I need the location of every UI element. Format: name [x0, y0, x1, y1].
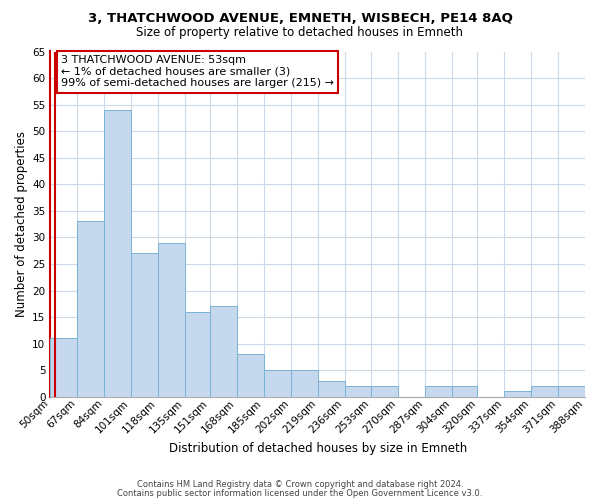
Bar	[531, 386, 558, 397]
Bar	[425, 386, 452, 397]
Text: Contains public sector information licensed under the Open Government Licence v3: Contains public sector information licen…	[118, 488, 482, 498]
Bar	[131, 254, 158, 397]
Bar	[50, 338, 77, 397]
Text: 3 THATCHWOOD AVENUE: 53sqm
← 1% of detached houses are smaller (3)
99% of semi-d: 3 THATCHWOOD AVENUE: 53sqm ← 1% of detac…	[61, 55, 334, 88]
Bar	[104, 110, 131, 397]
Y-axis label: Number of detached properties: Number of detached properties	[15, 131, 28, 317]
Bar	[237, 354, 264, 397]
Bar	[264, 370, 291, 397]
Bar	[344, 386, 371, 397]
Bar	[505, 392, 531, 397]
Bar	[158, 242, 185, 397]
Bar	[210, 306, 237, 397]
X-axis label: Distribution of detached houses by size in Emneth: Distribution of detached houses by size …	[169, 442, 467, 455]
Bar	[558, 386, 585, 397]
Bar	[371, 386, 398, 397]
Bar	[452, 386, 478, 397]
Bar	[317, 381, 344, 397]
Text: 3, THATCHWOOD AVENUE, EMNETH, WISBECH, PE14 8AQ: 3, THATCHWOOD AVENUE, EMNETH, WISBECH, P…	[88, 12, 512, 26]
Text: Size of property relative to detached houses in Emneth: Size of property relative to detached ho…	[137, 26, 464, 39]
Bar	[291, 370, 317, 397]
Bar	[77, 222, 104, 397]
Text: Contains HM Land Registry data © Crown copyright and database right 2024.: Contains HM Land Registry data © Crown c…	[137, 480, 463, 489]
Bar	[185, 312, 210, 397]
